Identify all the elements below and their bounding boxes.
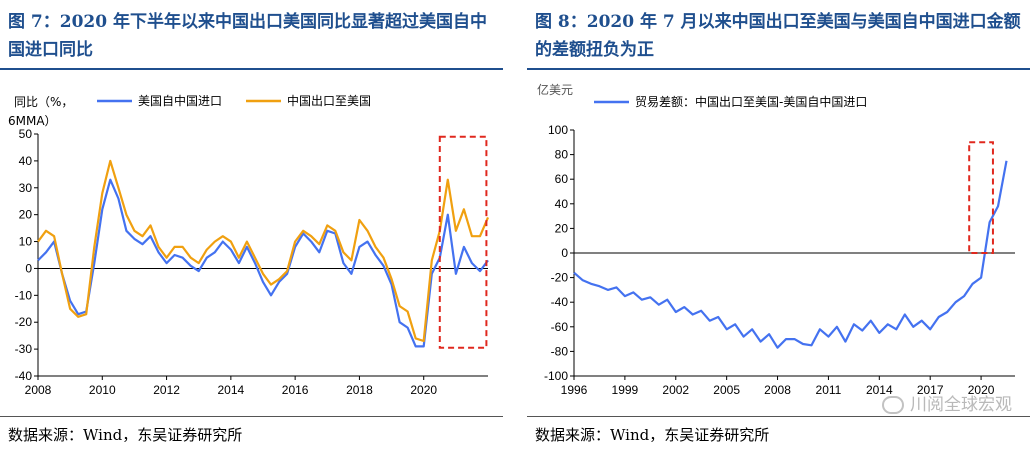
y-tick-label: 10 <box>19 235 33 249</box>
figure-8-title: 图 8：2020 年 7 月以来中国出口至美国与美国自中国进口金额的差额扭负为正 <box>535 12 1021 60</box>
x-tick-label: 2018 <box>346 383 373 397</box>
y-tick-label: -10 <box>15 288 33 302</box>
y-tick-label: 60 <box>555 172 569 186</box>
y-axis-unit: 亿美元 <box>537 82 573 97</box>
x-tick-label: 2014 <box>218 383 245 397</box>
x-tick-label: 2008 <box>764 383 791 397</box>
x-tick-label: 2017 <box>917 383 944 397</box>
series-line-1 <box>37 178 489 348</box>
x-tick-label: 2002 <box>662 383 689 397</box>
source-rule <box>0 416 503 417</box>
title-rule <box>527 68 1030 70</box>
y-tick-label: 80 <box>555 148 569 162</box>
wechat-icon <box>882 396 904 414</box>
x-tick-label: 2020 <box>968 383 995 397</box>
y-tick-label: 100 <box>548 123 568 137</box>
y-tick-label: -100 <box>544 369 568 383</box>
y-tick-label: -30 <box>15 342 33 356</box>
y-tick-label: 0 <box>561 246 568 260</box>
y-tick-label: -40 <box>15 369 33 383</box>
source-rule <box>527 416 1030 417</box>
x-tick-label: 2016 <box>282 383 309 397</box>
y-tick-label: 40 <box>555 197 569 211</box>
highlight-box <box>438 135 488 349</box>
left-panel: 图 7：2020 年下半年以来中国出口美国同比显著超过美国自中国进口同比 50 4… <box>0 0 503 450</box>
y-tick-label: 20 <box>19 208 33 222</box>
x-tick-label: 1999 <box>612 383 639 397</box>
x-tick-label: 2020 <box>410 383 437 397</box>
y-tick-label: -20 <box>15 315 33 329</box>
watermark: 川阅全球宏观 <box>882 390 1012 415</box>
watermark-text: 川阅全球宏观 <box>910 395 1012 415</box>
y-tick-label: 0 <box>25 261 32 275</box>
legend-label: 美国自中国进口 <box>138 93 222 108</box>
x-tick-label: 2011 <box>816 383 842 397</box>
y-axis-label: 同比（%， <box>14 95 73 109</box>
figure-7-title: 图 7：2020 年下半年以来中国出口美国同比显著超过美国自中国进口同比 <box>8 12 487 60</box>
series-line-2 <box>37 159 490 343</box>
legend-label: 中国出口至美国 <box>287 93 371 108</box>
legend-label: 贸易差额：中国出口至美国-美国自中国进口 <box>635 94 867 109</box>
x-tick-label: 2010 <box>89 383 116 397</box>
series-line-1 <box>573 160 1008 349</box>
x-tick-label: 1996 <box>561 383 588 397</box>
y-tick-label: 40 <box>19 154 33 168</box>
y-tick-label: -80 <box>551 344 569 358</box>
y-tick-label: 20 <box>555 221 569 235</box>
right-panel: 图 8：2020 年 7 月以来中国出口至美国与美国自中国进口金额的差额扭负为正… <box>527 0 1030 450</box>
y-axis-label: 6MMA） <box>8 114 57 128</box>
y-tick-label: 30 <box>19 181 33 195</box>
source-note: 数据来源：Wind，东吴证券研究所 <box>535 426 770 444</box>
x-tick-label: 2005 <box>713 383 740 397</box>
title-rule <box>0 68 503 70</box>
x-tick-label: 2014 <box>866 383 893 397</box>
source-note: 数据来源：Wind，东吴证券研究所 <box>8 426 243 444</box>
y-tick-label: -60 <box>551 320 569 334</box>
y-tick-label: -20 <box>551 271 569 285</box>
x-tick-label: 2008 <box>25 383 52 397</box>
x-tick-label: 2012 <box>153 383 180 397</box>
highlight-box <box>968 141 994 254</box>
y-tick-label: 50 <box>19 127 33 141</box>
y-tick-label: -40 <box>551 295 569 309</box>
